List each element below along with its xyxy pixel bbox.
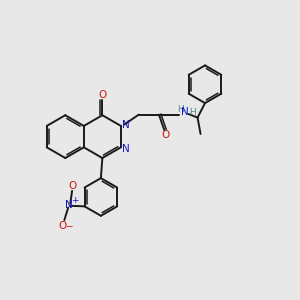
Text: N: N [65, 200, 73, 210]
Text: +: + [71, 196, 78, 205]
Text: N: N [181, 107, 188, 117]
Text: O: O [98, 90, 106, 100]
Text: O: O [68, 181, 76, 191]
Text: N: N [122, 143, 130, 154]
Text: O: O [58, 221, 67, 231]
Text: H: H [189, 108, 196, 117]
Text: N: N [122, 120, 130, 130]
Text: O: O [162, 130, 170, 140]
Text: H: H [177, 105, 183, 114]
Text: −: − [65, 221, 72, 230]
